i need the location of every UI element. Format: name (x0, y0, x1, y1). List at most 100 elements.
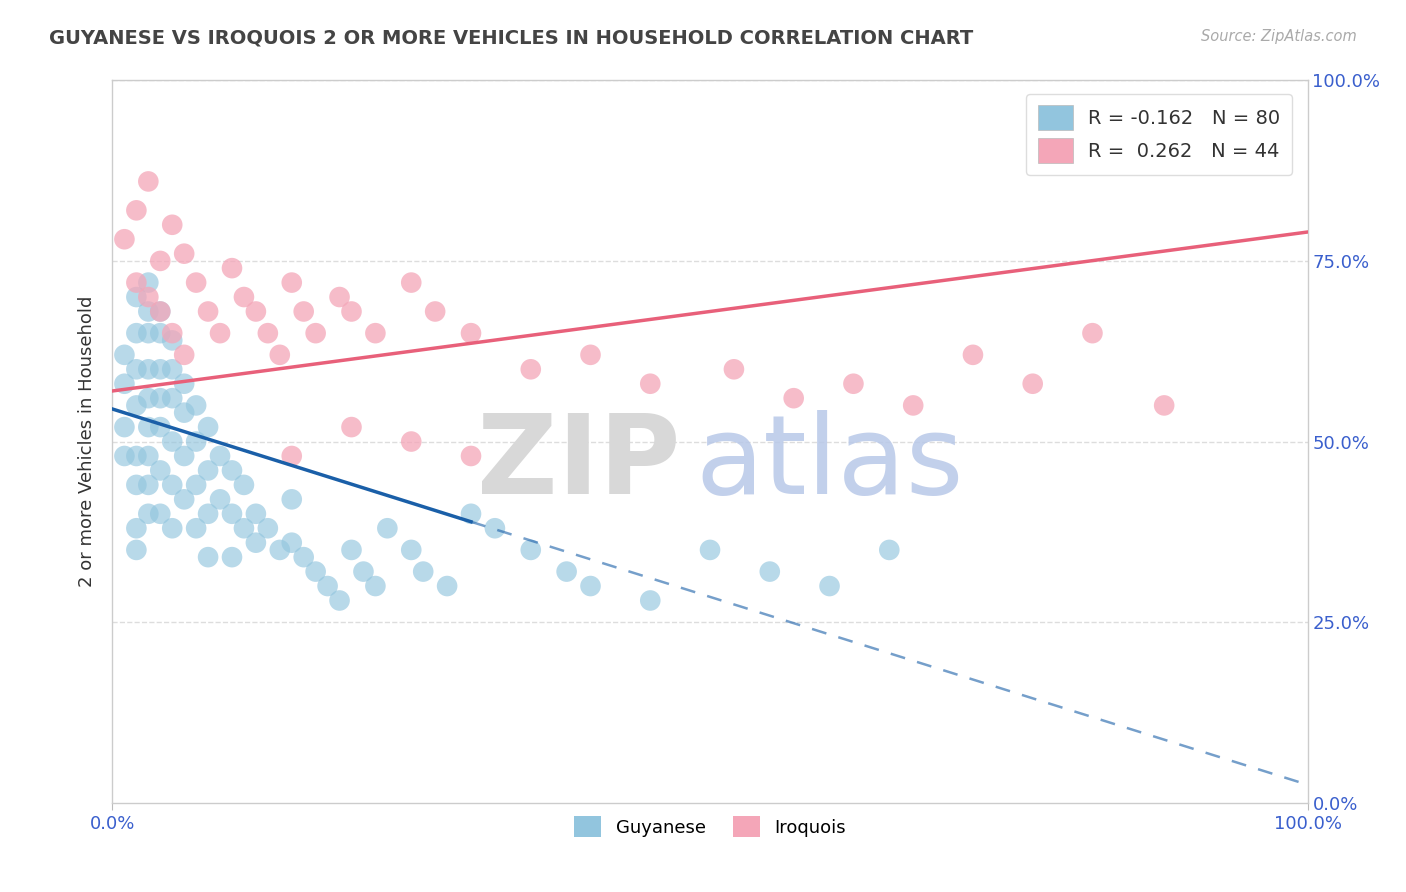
Point (281, 449, 304, 463)
Point (460, 449, 482, 463)
Point (879, 542, 901, 557)
Point (364, 326, 387, 340)
Point (316, 579, 339, 593)
Point (221, 261, 243, 276)
Point (162, 362, 183, 376)
Point (197, 550, 219, 565)
Text: GUYANESE VS IROQUOIS 2 OR MORE VEHICLES IN HOUSEHOLD CORRELATION CHART: GUYANESE VS IROQUOIS 2 OR MORE VEHICLES … (49, 29, 973, 47)
Legend: Guyanese, Iroquois: Guyanese, Iroquois (567, 809, 853, 845)
Point (340, 420, 363, 434)
Point (138, 304, 160, 318)
Point (138, 290, 160, 304)
Point (125, 478, 148, 492)
Point (759, 565, 782, 579)
Point (425, 304, 447, 318)
Point (221, 550, 243, 565)
Point (162, 218, 183, 232)
Point (640, 593, 662, 607)
Point (138, 174, 160, 188)
Point (114, 420, 135, 434)
Point (377, 521, 399, 535)
Point (579, 348, 602, 362)
Point (138, 507, 160, 521)
Point (138, 391, 160, 405)
Point (640, 376, 662, 391)
Point (782, 391, 804, 405)
Text: Source: ZipAtlas.com: Source: ZipAtlas.com (1201, 29, 1357, 44)
Point (209, 326, 232, 340)
Point (125, 290, 148, 304)
Point (125, 542, 148, 557)
Point (221, 507, 243, 521)
Point (305, 565, 328, 579)
Point (125, 203, 148, 218)
Point (723, 362, 745, 376)
Point (138, 326, 160, 340)
Point (352, 565, 374, 579)
Point (186, 521, 208, 535)
Point (197, 463, 219, 477)
Point (114, 449, 135, 463)
Point (221, 463, 243, 477)
Point (173, 449, 195, 463)
Point (281, 535, 304, 549)
Point (245, 304, 267, 318)
Point (149, 304, 172, 318)
Point (162, 334, 183, 348)
Point (233, 521, 256, 535)
Point (125, 362, 148, 376)
Point (460, 507, 482, 521)
Point (162, 326, 183, 340)
Point (1201, 131, 1223, 145)
Point (245, 535, 267, 549)
Point (125, 326, 148, 340)
Point (257, 521, 280, 535)
Point (149, 362, 172, 376)
Point (903, 398, 925, 412)
Point (125, 276, 148, 290)
Point (197, 420, 219, 434)
Point (305, 326, 328, 340)
Point (269, 348, 291, 362)
Point (125, 398, 148, 412)
Point (149, 420, 172, 434)
Text: atlas: atlas (696, 409, 963, 516)
Point (329, 290, 352, 304)
Point (149, 304, 172, 318)
Point (520, 542, 543, 557)
Point (138, 276, 160, 290)
Point (173, 246, 195, 260)
Point (962, 348, 984, 362)
Point (186, 398, 208, 412)
Point (257, 326, 280, 340)
Point (269, 542, 291, 557)
Point (138, 420, 160, 434)
Point (162, 521, 183, 535)
Point (173, 406, 195, 420)
Point (209, 492, 232, 507)
Point (520, 362, 543, 376)
Point (329, 593, 352, 607)
Point (364, 579, 387, 593)
Point (197, 507, 219, 521)
Point (149, 253, 172, 268)
Point (173, 376, 195, 391)
Point (1153, 398, 1175, 412)
Point (149, 391, 172, 405)
Point (149, 326, 172, 340)
Point (149, 507, 172, 521)
Point (209, 449, 232, 463)
Point (138, 449, 160, 463)
Point (281, 276, 304, 290)
Point (340, 542, 363, 557)
Point (292, 550, 315, 565)
Point (125, 521, 148, 535)
Point (114, 348, 135, 362)
Point (340, 304, 363, 318)
Point (186, 276, 208, 290)
Point (245, 507, 267, 521)
Point (233, 478, 256, 492)
Point (114, 376, 135, 391)
Point (1022, 376, 1045, 391)
Point (484, 521, 506, 535)
